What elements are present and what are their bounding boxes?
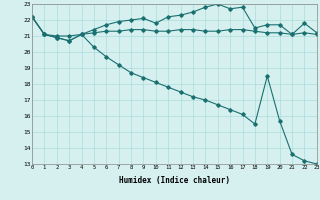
X-axis label: Humidex (Indice chaleur): Humidex (Indice chaleur) — [119, 176, 230, 185]
